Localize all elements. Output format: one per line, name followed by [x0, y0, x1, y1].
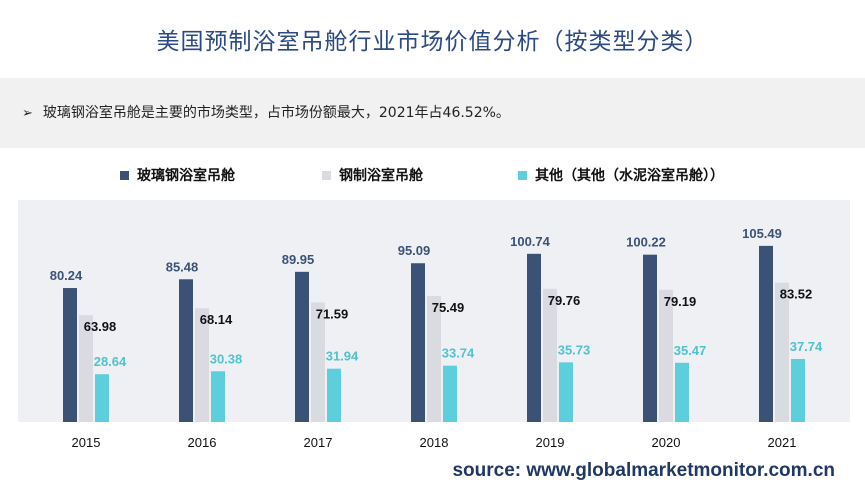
data-label-2018-series-1: 95.09	[398, 243, 431, 258]
bar-2018-series-3	[443, 365, 457, 422]
data-label-2019-series-2: 79.76	[548, 293, 581, 308]
data-label-2021-series-3: 37.74	[790, 339, 823, 354]
legend-label-2: 钢制浴室吊舱	[339, 167, 424, 184]
bar-2017-series-2	[311, 302, 325, 422]
bar-2018-series-1	[411, 263, 425, 422]
bar-2019-series-2	[543, 288, 557, 422]
bar-2016-series-1	[179, 279, 193, 422]
data-label-2019-series-3: 35.73	[558, 342, 591, 357]
chart-area: 玻璃钢浴室吊舱 钢制浴室吊舱 其他（其他（水泥浴室吊舱）） 80.24 63.98 28.…	[0, 160, 865, 460]
data-label-2019-series-1: 100.74	[510, 234, 551, 249]
legend-swatch-2	[322, 171, 331, 180]
legend-swatch-3	[518, 171, 527, 180]
data-label-2017-series-3: 31.94	[326, 349, 359, 364]
bar-2017-series-1	[295, 271, 309, 422]
data-label-2015-series-2: 63.98	[84, 319, 117, 334]
bar-2020-series-1	[643, 254, 657, 422]
data-label-2015-series-1: 80.24	[50, 268, 83, 283]
bar-2021-series-1	[759, 245, 773, 422]
x-tick-2020: 2020	[652, 435, 681, 450]
bar-2020-series-3	[675, 362, 689, 422]
note-line: ➢ 玻璃钢浴室吊舱是主要的市场类型，占市场份额最大，2021年占46.52%。	[22, 102, 510, 122]
data-label-2015-series-3: 28.64	[94, 354, 127, 369]
bar-2020-series-2	[659, 289, 673, 422]
bar-2017-series-3	[327, 368, 341, 422]
data-label-2021-series-2: 83.52	[780, 287, 813, 302]
bar-2016-series-2	[195, 308, 209, 422]
chart-title: 美国预制浴室吊舱行业市场价值分析（按类型分类）	[156, 29, 709, 55]
source-text: source: www.globalmarketmonitor.com.cn	[452, 460, 835, 481]
bar-2021-series-3	[791, 358, 805, 422]
bar-2016-series-3	[211, 371, 225, 422]
data-label-2020-series-1: 100.22	[626, 235, 666, 250]
bar-2018-series-2	[427, 295, 441, 422]
data-label-2021-series-1: 105.49	[742, 226, 782, 241]
note-box: ➢ 玻璃钢浴室吊舱是主要的市场类型，占市场份额最大，2021年占46.52%。	[0, 78, 865, 148]
bar-2015-series-1	[63, 288, 77, 422]
data-label-2016-series-1: 85.48	[166, 259, 199, 274]
x-tick-2018: 2018	[420, 435, 449, 450]
data-label-2018-series-2: 75.49	[432, 300, 465, 315]
bar-2021-series-2	[775, 282, 789, 422]
bullet-arrow-icon: ➢	[22, 106, 33, 121]
bar-2019-series-3	[559, 362, 573, 422]
data-label-2020-series-3: 35.47	[674, 343, 707, 358]
legend-label-1: 玻璃钢浴室吊舱	[137, 167, 236, 184]
data-label-2016-series-3: 30.38	[210, 351, 243, 366]
data-label-2018-series-3: 33.74	[442, 346, 475, 361]
data-label-2017-series-2: 71.59	[316, 306, 349, 321]
data-label-2020-series-2: 79.19	[664, 294, 697, 309]
legend-swatch-1	[120, 171, 129, 180]
note-text: 玻璃钢浴室吊舱是主要的市场类型，占市场份额最大，2021年占46.52%。	[42, 105, 510, 121]
bar-2019-series-1	[527, 253, 541, 422]
bar-chart: 玻璃钢浴室吊舱 钢制浴室吊舱 其他（其他（水泥浴室吊舱）） 80.24 63.98 28.…	[18, 167, 850, 450]
bar-2015-series-2	[79, 315, 93, 422]
x-tick-2017: 2017	[304, 435, 333, 450]
x-tick-2019: 2019	[536, 435, 565, 450]
x-tick-2021: 2021	[768, 435, 797, 450]
data-label-2017-series-1: 89.95	[282, 252, 315, 267]
bar-2015-series-3	[95, 374, 109, 422]
legend-label-3: 其他（其他（水泥浴室吊舱））	[535, 167, 724, 184]
x-tick-2015: 2015	[72, 435, 101, 450]
x-tick-2016: 2016	[188, 435, 217, 450]
data-label-2016-series-2: 68.14	[200, 312, 233, 327]
